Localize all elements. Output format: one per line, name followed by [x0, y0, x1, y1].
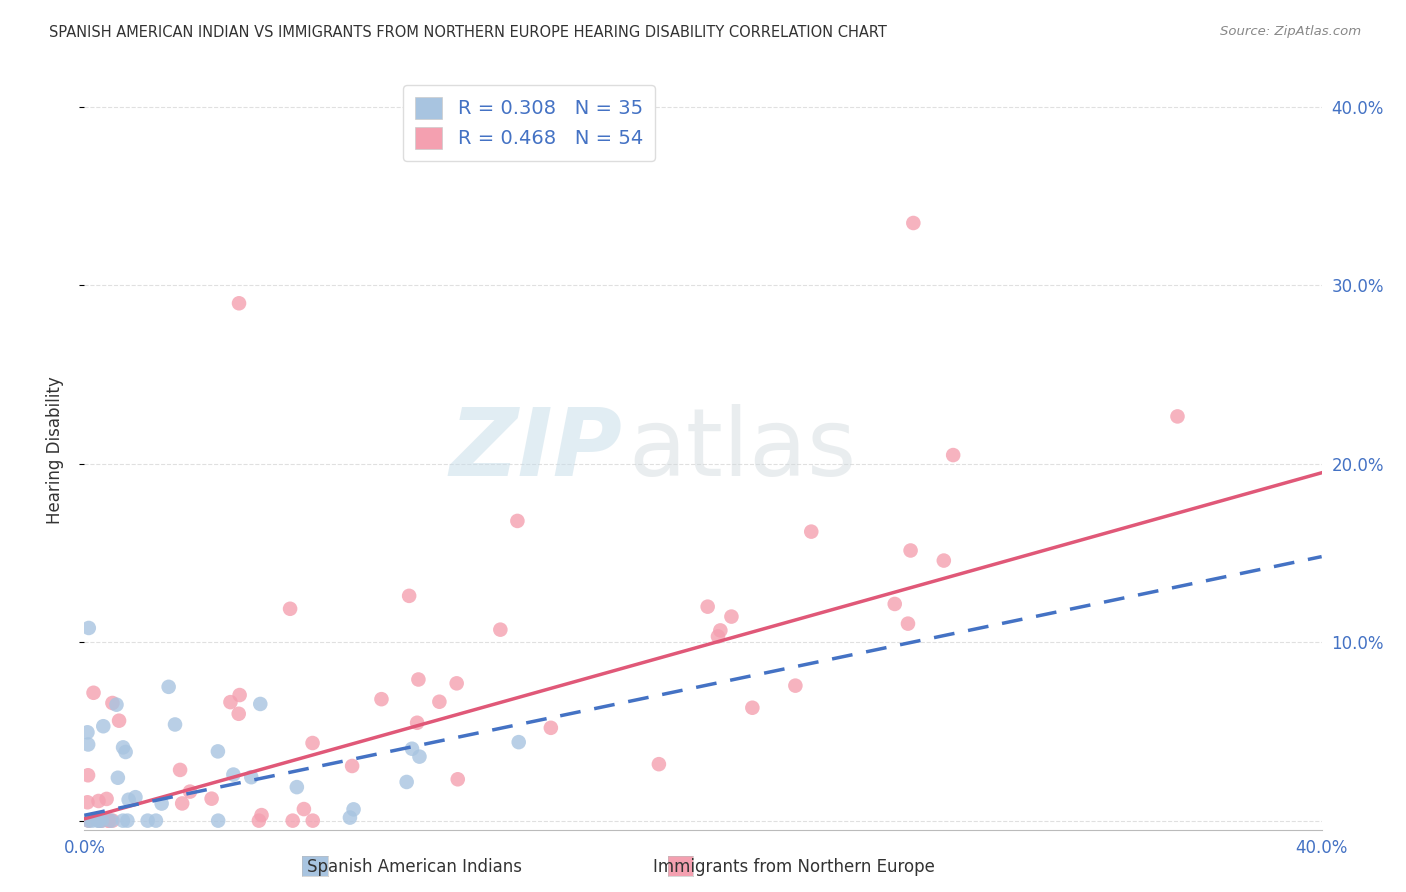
Point: [395, 775, 418, 789]
Point: [124, 790, 146, 805]
Point: [76, 725, 98, 739]
Point: [278, 601, 301, 615]
Text: Immigrants from Northern Europe: Immigrants from Northern Europe: [654, 858, 935, 876]
Point: [301, 736, 323, 750]
Point: [219, 695, 242, 709]
Point: [932, 553, 955, 567]
Point: [77, 768, 100, 782]
Point: [240, 770, 263, 784]
Text: atlas: atlas: [628, 404, 858, 497]
Point: [903, 216, 925, 230]
Point: [91, 719, 114, 733]
Point: [77, 814, 100, 828]
Point: [401, 741, 423, 756]
Point: [406, 715, 429, 730]
Point: [222, 767, 245, 781]
Point: [87, 794, 110, 808]
Point: [207, 744, 229, 758]
Point: [87, 814, 110, 828]
Point: [157, 680, 180, 694]
Point: [707, 629, 730, 643]
Point: [172, 797, 194, 811]
Point: [508, 735, 530, 749]
Point: [100, 814, 122, 828]
Point: [785, 679, 807, 693]
Point: [108, 714, 131, 728]
Point: [285, 780, 308, 794]
Point: [90, 814, 112, 828]
Text: Spanish American Indians: Spanish American Indians: [308, 858, 522, 876]
Point: [370, 692, 392, 706]
Point: [398, 589, 420, 603]
Point: [720, 609, 742, 624]
Text: SPANISH AMERICAN INDIAN VS IMMIGRANTS FROM NORTHERN EUROPE HEARING DISABILITY CO: SPANISH AMERICAN INDIAN VS IMMIGRANTS FR…: [49, 25, 887, 40]
Point: [342, 802, 364, 816]
Point: [83, 686, 105, 700]
Point: [117, 793, 139, 807]
Point: [250, 808, 273, 822]
Point: [77, 621, 100, 635]
Point: [942, 448, 965, 462]
Point: [800, 524, 823, 539]
Point: [506, 514, 529, 528]
Point: [301, 814, 323, 828]
Text: ZIP: ZIP: [450, 404, 623, 497]
Point: [107, 771, 129, 785]
Point: [101, 814, 124, 828]
Point: [741, 700, 763, 714]
Point: [96, 792, 118, 806]
Point: [77, 738, 100, 752]
Point: [900, 543, 922, 558]
Point: [207, 814, 229, 828]
Point: [169, 763, 191, 777]
Point: [77, 814, 100, 828]
Point: [117, 814, 139, 828]
Point: [540, 721, 562, 735]
Point: [111, 814, 134, 828]
Point: [883, 597, 905, 611]
Point: [408, 673, 430, 687]
Point: [150, 797, 173, 811]
Point: [114, 745, 136, 759]
Text: Source: ZipAtlas.com: Source: ZipAtlas.com: [1220, 25, 1361, 38]
Y-axis label: Hearing Disability: Hearing Disability: [45, 376, 63, 524]
Point: [408, 749, 430, 764]
Point: [228, 706, 250, 721]
Point: [1166, 409, 1188, 424]
Point: [281, 814, 304, 828]
Point: [89, 814, 111, 828]
Point: [136, 814, 159, 828]
Point: [247, 814, 270, 828]
Point: [98, 814, 121, 828]
Point: [87, 814, 110, 828]
Point: [163, 717, 186, 731]
Point: [292, 802, 315, 816]
Legend: R = 0.308   N = 35, R = 0.468   N = 54: R = 0.308 N = 35, R = 0.468 N = 54: [404, 85, 655, 161]
Point: [897, 616, 920, 631]
Point: [339, 811, 361, 825]
Point: [696, 599, 718, 614]
Point: [447, 772, 470, 787]
Point: [90, 814, 112, 828]
Point: [145, 814, 167, 828]
Point: [201, 791, 224, 805]
Point: [446, 676, 468, 690]
Point: [179, 784, 201, 798]
Point: [709, 624, 731, 638]
Point: [228, 688, 250, 702]
Point: [112, 740, 135, 755]
Point: [249, 697, 271, 711]
Point: [228, 296, 250, 310]
Point: [97, 814, 120, 828]
Point: [82, 814, 104, 828]
Point: [429, 695, 451, 709]
Point: [648, 757, 671, 772]
Point: [489, 623, 512, 637]
Point: [340, 759, 363, 773]
Point: [105, 698, 128, 712]
Point: [101, 696, 124, 710]
Point: [76, 795, 98, 809]
